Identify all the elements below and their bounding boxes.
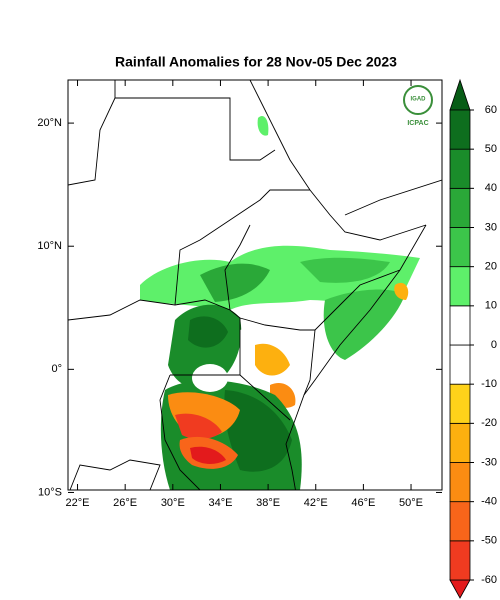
colorbar-bin <box>449 501 471 542</box>
colorbar-label: 40 <box>485 182 497 194</box>
colorbar-label: 50 <box>485 143 497 155</box>
borders <box>68 80 442 490</box>
x-tick-label: 26°E <box>113 497 137 509</box>
colorbar-bin <box>449 227 471 268</box>
colorbar-label: -50 <box>481 535 497 547</box>
x-tick-label: 34°E <box>208 497 232 509</box>
y-tick-label: 20°N <box>37 117 62 129</box>
x-tick-label: 38°E <box>256 497 280 509</box>
y-tick-label: 10°N <box>37 240 62 252</box>
colorbar-bin <box>449 383 471 424</box>
map-area <box>68 80 442 490</box>
colorbar-label: -20 <box>481 417 497 429</box>
logo-org: ICPAC <box>407 120 428 127</box>
x-tick-label: 22°E <box>66 497 90 509</box>
colorbar-bin <box>449 344 471 385</box>
x-tick-label: 30°E <box>161 497 185 509</box>
colorbar-label: 20 <box>485 261 497 273</box>
x-tick-label: 42°E <box>304 497 328 509</box>
colorbar-arrow <box>449 579 471 599</box>
colorbar-label: -30 <box>481 456 497 468</box>
colorbar-bin <box>449 109 471 150</box>
colorbar-label: 60 <box>485 104 497 116</box>
x-tick-label: 46°E <box>351 497 375 509</box>
map-frame <box>67 79 443 491</box>
colorbar-label: 10 <box>485 300 497 312</box>
colorbar-bin <box>449 422 471 463</box>
colorbar-bin <box>449 540 471 581</box>
colorbar-bin <box>449 462 471 503</box>
y-tick-label: 10°S <box>38 486 62 498</box>
colorbar-bin <box>449 148 471 189</box>
colorbar-label: -40 <box>481 496 497 508</box>
colorbar-label: 30 <box>485 221 497 233</box>
colorbar-arrow <box>449 78 471 111</box>
logo-name: IGAD <box>411 97 427 103</box>
x-tick-label: 50°E <box>399 497 423 509</box>
colorbar-bin <box>449 305 471 346</box>
anomaly-field <box>140 115 420 490</box>
colorbar-bin <box>449 266 471 307</box>
colorbar-label: -10 <box>481 378 497 390</box>
colorbar-label: 0 <box>491 339 497 351</box>
logo-emblem <box>403 85 433 115</box>
y-tick-label: 0° <box>51 363 62 375</box>
colorbar-bin <box>449 187 471 228</box>
logo: IGAD ICPAC <box>403 85 433 127</box>
map-title: Rainfall Anomalies for 28 Nov-05 Dec 202… <box>115 54 397 70</box>
colorbar-label: -60 <box>481 574 497 586</box>
